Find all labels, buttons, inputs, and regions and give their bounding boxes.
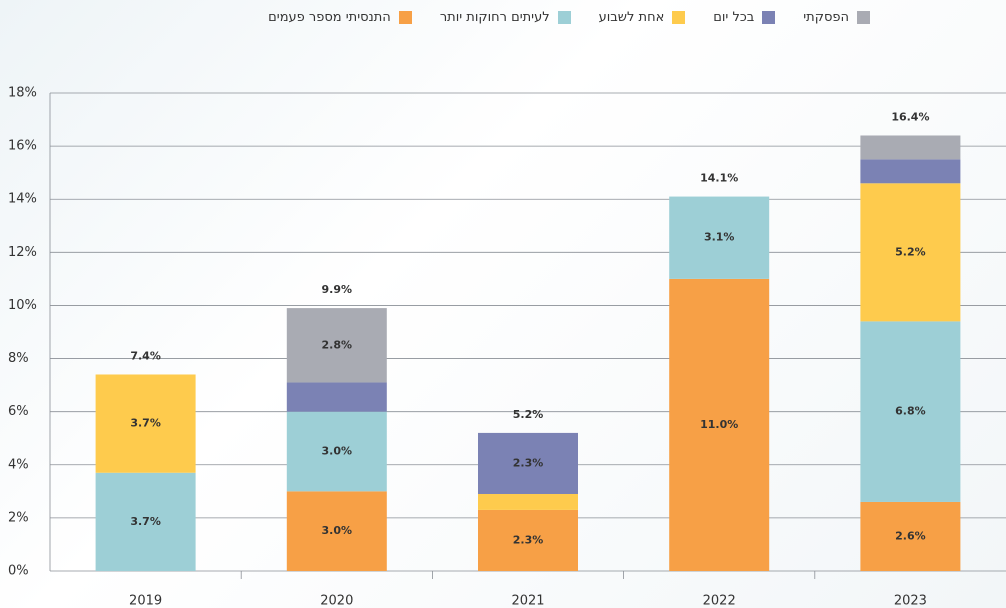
bar-segment: [286, 382, 387, 412]
value-label: 2.8%: [322, 338, 353, 351]
bar-segment: [478, 509, 578, 571]
value-label: 6.8%: [895, 405, 926, 418]
bar-segment: [860, 159, 961, 184]
x-tick-label: 2023: [894, 594, 927, 608]
bar-segment: [860, 135, 961, 160]
y-tick-label: 4%: [8, 457, 29, 472]
legend-item: התנסיתי מספר פעמים: [268, 10, 412, 25]
bar-segment: [478, 493, 578, 510]
value-label: 3.7%: [130, 515, 161, 528]
y-tick-label: 16%: [8, 139, 37, 154]
bar-segment: [95, 374, 196, 473]
legend-label: התנסיתי מספר פעמים: [268, 10, 391, 25]
value-label: 5.2%: [895, 245, 926, 258]
y-tick-label: 2%: [8, 510, 29, 525]
value-label: 3.0%: [322, 445, 353, 458]
y-tick-label: 0%: [8, 564, 29, 579]
legend-swatch: [762, 11, 776, 24]
bar-segment: [669, 278, 770, 571]
bar-segment: [860, 501, 961, 571]
bar-segment: [286, 411, 387, 492]
legend-swatch: [557, 11, 571, 24]
value-label: 3.0%: [322, 524, 353, 537]
legend-swatch: [857, 11, 870, 24]
y-tick-label: 6%: [8, 404, 29, 419]
y-tick-label: 10%: [8, 298, 37, 313]
value-label: 3.1%: [704, 231, 735, 244]
legend-label: הפסקתי: [803, 10, 849, 25]
x-tick-label: 2022: [703, 594, 736, 608]
x-tick-label: 2020: [320, 594, 353, 608]
bar-segment: [860, 183, 961, 322]
legend-swatch: [672, 11, 686, 24]
value-label: 11.0%: [700, 418, 738, 431]
total-label: 7.4%: [130, 349, 161, 362]
total-label: 14.1%: [700, 172, 738, 185]
value-label: 2.6%: [895, 529, 926, 542]
y-tick-label: 18%: [8, 86, 37, 101]
legend-label: אחת לשבוע: [598, 10, 665, 25]
legend-label: בכל יום: [713, 10, 755, 25]
legend-swatch: [398, 11, 412, 24]
y-tick-label: 14%: [8, 192, 37, 207]
legend-label: לעיתים רחוקות יותר: [439, 10, 550, 25]
value-label: 2.3%: [513, 456, 544, 469]
bar-segment: [478, 432, 578, 494]
legend-item: אחת לשבוע: [599, 10, 686, 25]
y-tick-label: 8%: [8, 351, 29, 366]
x-tick-label: 2021: [511, 594, 544, 608]
legend-item: לעיתים רחוקות יותר: [440, 10, 571, 25]
legend-item: בכל יום: [713, 10, 776, 25]
total-label: 9.9%: [322, 283, 353, 296]
total-label: 16.4%: [891, 110, 929, 123]
bar-segment: [669, 196, 770, 279]
bar-segment: [286, 491, 387, 571]
total-label: 5.2%: [513, 408, 544, 421]
legend: הפסקתי בכל יום אחת לשבוע לעיתים רחוקות יותר…: [268, 10, 870, 25]
value-label: 3.7%: [130, 417, 161, 430]
y-tick-label: 12%: [8, 245, 37, 260]
value-label: 2.3%: [513, 533, 544, 546]
x-tick-label: 2019: [129, 594, 162, 608]
bar-segment: [286, 308, 387, 383]
bar-segment: [860, 321, 961, 502]
legend-item: הפסקתי: [803, 10, 870, 25]
bar-segment: [95, 472, 196, 571]
